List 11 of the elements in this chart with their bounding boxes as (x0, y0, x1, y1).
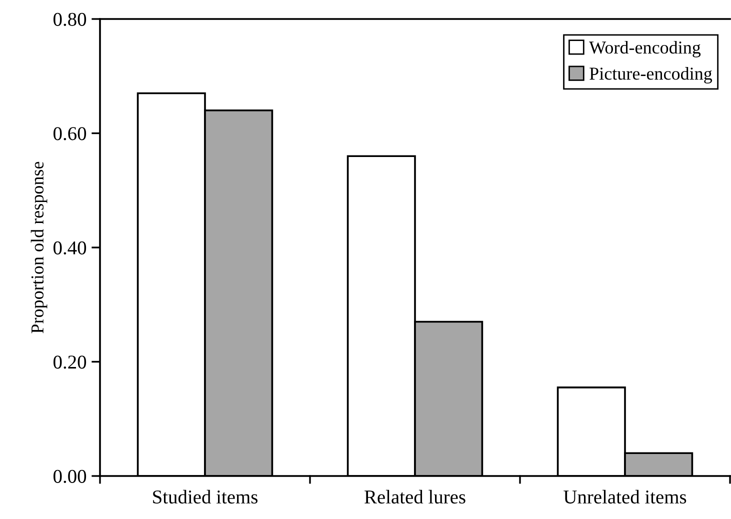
y-tick-label: 0.80 (54, 12, 86, 26)
y-axis-title: Proportion old response (30, 162, 48, 334)
y-tick-label: 0.40 (54, 241, 86, 255)
legend-label: Picture-encoding (590, 67, 712, 84)
y-tick-label: 0.20 (54, 356, 86, 369)
x-tick-label: Studied items (153, 490, 258, 504)
x-tick-label: Unrelated items (564, 490, 686, 504)
legend-label: Word-encoding (589, 40, 701, 58)
y-tick-label: 0.60 (54, 127, 86, 140)
x-tick-label: Related lures (364, 490, 466, 504)
y-tick-label: 0.00 (54, 470, 86, 484)
